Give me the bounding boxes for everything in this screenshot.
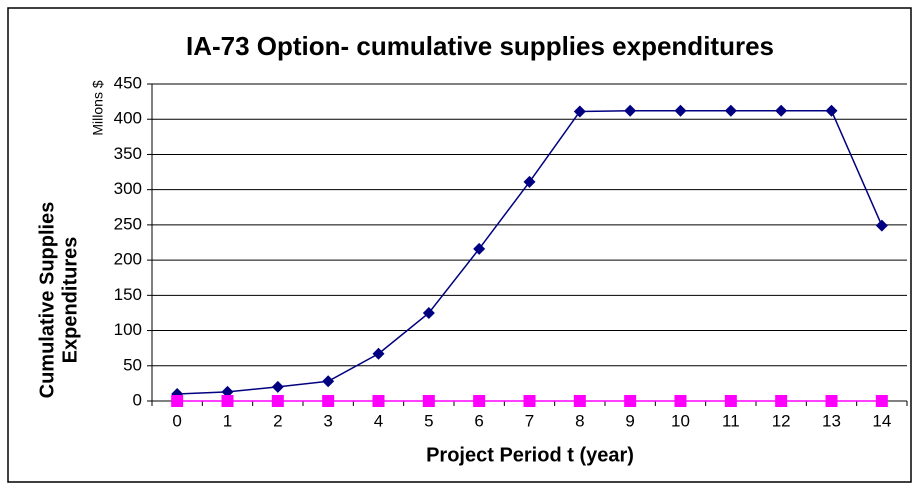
x-tick-label: 11	[722, 411, 740, 430]
x-tick-label: 7	[525, 411, 534, 430]
y-tick-label: 50	[123, 355, 142, 374]
x-tick-label: 5	[424, 411, 433, 430]
y-tick-label: 350	[114, 144, 142, 163]
y-tick-label: 150	[114, 285, 142, 304]
marker	[422, 395, 435, 407]
marker	[724, 395, 737, 407]
marker	[573, 395, 586, 407]
marker	[523, 395, 536, 407]
x-axis-label: Project Period t (year)	[426, 444, 634, 466]
chart-frame	[7, 7, 912, 483]
marker	[271, 380, 284, 393]
marker	[674, 395, 687, 407]
marker	[775, 395, 788, 407]
x-tick-label: 9	[625, 411, 634, 430]
marker	[674, 104, 687, 117]
y-tick-label: 450	[114, 73, 142, 92]
x-tick-label: 10	[671, 411, 690, 430]
marker	[271, 395, 284, 407]
marker	[624, 104, 637, 117]
marker	[473, 242, 486, 255]
marker	[473, 395, 486, 407]
marker	[221, 385, 234, 398]
marker	[372, 347, 385, 360]
x-tick-label: 2	[273, 411, 282, 430]
marker	[875, 219, 888, 232]
y-tick-label: 200	[114, 250, 142, 269]
y-tick-label: 400	[114, 109, 142, 128]
marker	[221, 395, 234, 407]
marker	[422, 306, 435, 319]
y-tick-label: 250	[114, 214, 142, 233]
marker	[624, 395, 637, 407]
chart-title: IA-73 Option- cumulative supplies expend…	[186, 31, 774, 61]
marker	[523, 175, 536, 188]
marker	[724, 104, 737, 117]
y-axis-label: Expenditures	[59, 237, 81, 364]
y-tick-label: 100	[114, 320, 142, 339]
marker	[825, 395, 838, 407]
marker	[875, 395, 888, 407]
y-axis-label: Cumulative Supplies	[36, 202, 58, 399]
marker	[322, 375, 335, 388]
marker	[775, 104, 788, 117]
x-tick-label: 14	[872, 411, 891, 430]
marker	[322, 395, 335, 407]
marker	[825, 104, 838, 117]
x-tick-label: 13	[822, 411, 841, 430]
x-tick-label: 6	[474, 411, 483, 430]
marker	[573, 105, 586, 118]
x-tick-label: 12	[772, 411, 791, 430]
x-tick-label: 4	[374, 411, 383, 430]
x-tick-label: 8	[575, 411, 584, 430]
x-tick-label: 3	[323, 411, 332, 430]
x-tick-label: 1	[223, 411, 232, 430]
marker	[171, 395, 184, 407]
x-tick-label: 0	[172, 411, 181, 430]
y-axis-unit: Millons $	[90, 80, 106, 135]
marker	[372, 395, 385, 407]
y-tick-label: 0	[133, 390, 142, 409]
y-tick-label: 300	[114, 179, 142, 198]
